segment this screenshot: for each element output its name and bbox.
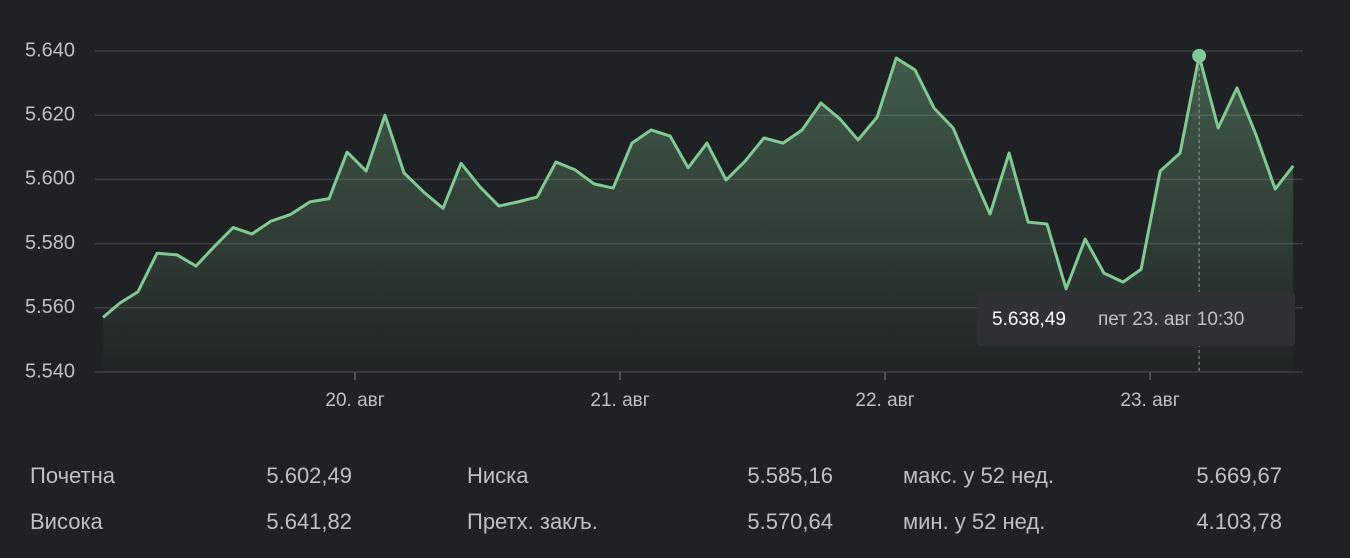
- stat-label: Ниска: [467, 463, 529, 488]
- x-tick-label: 20. авг: [325, 390, 384, 411]
- stat-label: макс. у 52 нед.: [903, 463, 1054, 488]
- y-tick-label: 5.540: [25, 360, 75, 382]
- stat-value: 5.669,67: [1196, 463, 1282, 488]
- y-tick-label: 5.620: [25, 103, 75, 125]
- y-tick-label: 5.640: [25, 39, 75, 61]
- tooltip-value: 5.638,49: [992, 309, 1066, 330]
- stat-value: 5.641,82: [266, 509, 352, 534]
- stat-label: Претх. закљ.: [467, 509, 598, 534]
- x-tick-label: 21. авг: [590, 390, 649, 411]
- stat-label: мин. у 52 нед.: [903, 509, 1045, 534]
- stat-value: 5.602,49: [266, 463, 352, 488]
- y-tick-label: 5.600: [25, 168, 75, 190]
- x-tick-label: 22. авг: [855, 390, 914, 411]
- stat-value: 5.585,16: [747, 463, 833, 488]
- stat-value: 4.103,78: [1196, 509, 1282, 534]
- y-tick-label: 5.560: [25, 296, 75, 318]
- stat-value: 5.570,64: [747, 509, 833, 534]
- highlight-point: [1192, 48, 1207, 63]
- x-tick-label: 23. авг: [1120, 390, 1179, 411]
- y-tick-label: 5.580: [25, 232, 75, 254]
- stat-label: Висока: [30, 509, 104, 534]
- tooltip-time: пет 23. авг 10:30: [1098, 309, 1244, 330]
- tooltip-box: [977, 292, 1295, 346]
- price-line: [102, 54, 1295, 319]
- stat-label: Почетна: [30, 463, 116, 488]
